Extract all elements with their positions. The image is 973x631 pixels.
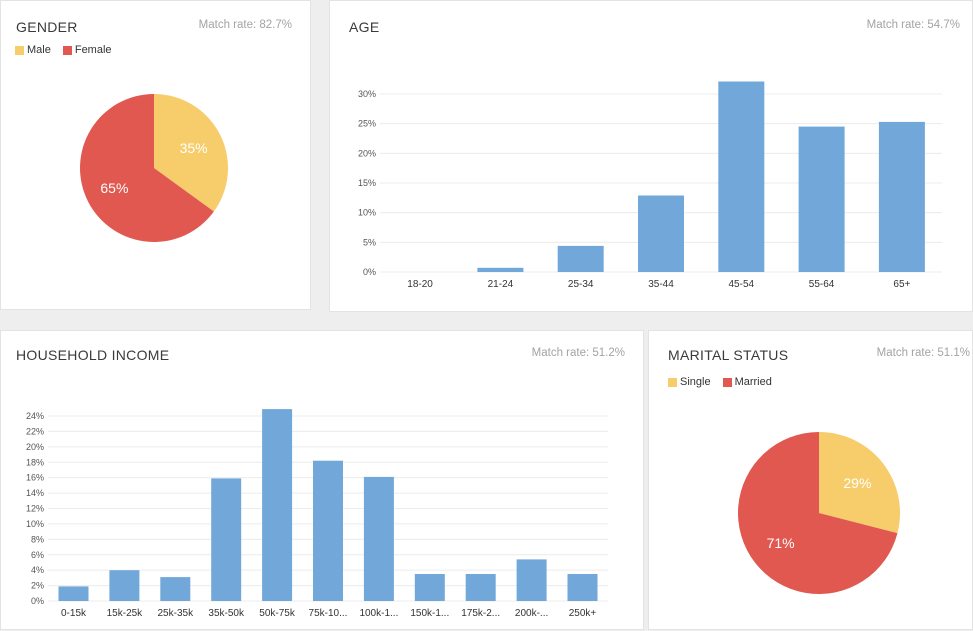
y-tick-label: 20% (358, 148, 376, 158)
bar-35k-50k (211, 478, 242, 601)
x-tick-label: 21-24 (488, 279, 514, 290)
bar-50k-75k (262, 409, 293, 601)
pie-label-male: 35% (180, 140, 208, 156)
pie-label-single: 29% (843, 475, 871, 491)
y-tick-label: 4% (31, 565, 44, 575)
income-bar-chart: 0% 2% 4% 6% 8% 10% 12% 14% 16% 18% 20% 22% 24% 0-15k 1… (26, 409, 608, 619)
bar-21-24 (477, 267, 524, 272)
x-tick-label: 18-20 (407, 279, 433, 290)
bar-25k-35k (160, 577, 191, 601)
x-tick-label: 25-34 (568, 279, 594, 290)
marital-legend: Single Married (668, 376, 772, 388)
gender-panel: GENDER Match rate: 82.7% Male Female 35%… (0, 0, 311, 310)
y-tick-label: 6% (31, 550, 44, 560)
gender-legend: Male Female (15, 44, 112, 56)
legend-item-single[interactable]: Single (668, 376, 711, 388)
pie-slice-female (80, 94, 214, 242)
bar-100k-1 (363, 476, 394, 601)
y-tick-label: 2% (31, 581, 44, 591)
bar-25-34 (557, 245, 604, 272)
x-tick-label: 175k-2... (461, 608, 500, 619)
y-tick-label: 0% (31, 596, 44, 606)
pie-label-female: 65% (100, 180, 128, 196)
gender-title: GENDER (16, 19, 78, 35)
x-tick-label: 35k-50k (208, 608, 245, 619)
legend-item-male[interactable]: Male (15, 44, 51, 56)
legend-item-married[interactable]: Married (722, 376, 772, 388)
y-tick-label: 5% (363, 237, 376, 247)
legend-label-male: Male (27, 44, 51, 56)
y-tick-label: 24% (26, 411, 44, 421)
legend-swatch-married (722, 377, 732, 387)
bar-45-54 (718, 81, 765, 272)
age-panel: AGE Match rate: 54.7% 0% 5% 10% 15% 20% 25% 30… (329, 0, 973, 312)
pie-slice-married (738, 432, 898, 594)
legend-swatch-male (15, 45, 24, 55)
bar-55-64 (798, 126, 845, 272)
bar-250k (567, 574, 598, 601)
x-tick-label: 100k-1... (359, 608, 398, 619)
marital-title: MARITAL STATUS (668, 347, 789, 363)
y-tick-label: 0% (363, 267, 376, 277)
bar-75k-10 (313, 460, 343, 601)
x-tick-label: 65+ (893, 279, 910, 290)
bar-35-44 (638, 195, 684, 272)
legend-swatch-single (668, 377, 677, 387)
y-tick-label: 10% (358, 208, 376, 218)
x-tick-label: 0-15k (61, 608, 87, 619)
bar-0-15k (58, 586, 89, 601)
income-panel: HOUSEHOLD INCOME Match rate: 51.2% 0% 2% 4… (0, 330, 644, 630)
age-bar-chart: 0% 5% 10% 15% 20% 25% 30% 18-20 21-24 25-34 35-44 4… (358, 81, 942, 290)
legend-item-female[interactable]: Female (62, 44, 112, 56)
marital-panel: MARITAL STATUS Match rate: 51.1% Single … (648, 330, 973, 630)
y-tick-label: 18% (26, 457, 44, 467)
x-tick-label: 250k+ (569, 608, 597, 619)
marital-pie-chart: 29% 71% (738, 432, 901, 594)
y-tick-label: 30% (358, 89, 376, 99)
y-tick-label: 12% (26, 504, 44, 514)
x-tick-label: 200k-... (515, 608, 548, 619)
y-tick-label: 16% (26, 473, 44, 483)
x-tick-label: 75k-10... (309, 608, 348, 619)
y-tick-label: 8% (31, 534, 44, 544)
income-title: HOUSEHOLD INCOME (16, 347, 170, 363)
x-tick-label: 25k-35k (158, 608, 195, 619)
y-tick-label: 15% (358, 178, 376, 188)
x-tick-label: 15k-25k (107, 608, 144, 619)
y-tick-label: 10% (26, 519, 44, 529)
pie-slice-male (154, 94, 229, 212)
bar-150k-1 (414, 574, 445, 601)
x-tick-label: 45-54 (729, 279, 755, 290)
x-tick-label: 50k-75k (259, 608, 296, 619)
marital-match-rate: Match rate: 51.1% (876, 347, 970, 359)
bar-65 (878, 121, 925, 273)
bar-15k-25k (109, 570, 140, 601)
y-tick-label: 25% (358, 119, 376, 129)
bar-175k-2 (465, 574, 496, 601)
gender-pie-chart: 35% 65% (80, 94, 229, 242)
legend-label-single: Single (680, 376, 711, 388)
x-tick-label: 35-44 (648, 279, 674, 290)
y-tick-label: 20% (26, 442, 44, 452)
age-title: AGE (349, 19, 380, 35)
pie-slice-single (819, 432, 901, 534)
y-tick-label: 14% (26, 488, 44, 498)
gender-match-rate: Match rate: 82.7% (198, 19, 292, 31)
legend-swatch-female (62, 45, 72, 55)
age-match-rate: Match rate: 54.7% (866, 19, 960, 31)
bar-200k (516, 559, 547, 601)
income-match-rate: Match rate: 51.2% (531, 347, 625, 359)
legend-label-married: Married (734, 376, 772, 388)
x-tick-label: 55-64 (809, 279, 835, 290)
x-tick-label: 150k-1... (410, 608, 449, 619)
legend-label-female: Female (74, 44, 112, 56)
pie-label-married: 71% (767, 535, 795, 551)
y-tick-label: 22% (26, 426, 44, 436)
